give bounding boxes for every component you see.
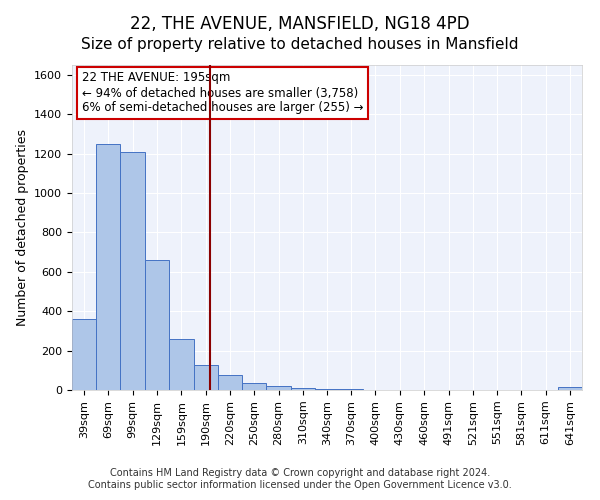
Bar <box>72 319 96 390</box>
Y-axis label: Number of detached properties: Number of detached properties <box>16 129 29 326</box>
Bar <box>266 386 290 390</box>
Bar <box>169 339 194 390</box>
Text: Size of property relative to detached houses in Mansfield: Size of property relative to detached ho… <box>81 38 519 52</box>
Text: 22 THE AVENUE: 195sqm
← 94% of detached houses are smaller (3,758)
6% of semi-de: 22 THE AVENUE: 195sqm ← 94% of detached … <box>82 72 364 114</box>
Bar <box>242 383 266 390</box>
Bar <box>145 260 169 390</box>
Bar <box>96 144 121 390</box>
Text: Contains HM Land Registry data © Crown copyright and database right 2024.
Contai: Contains HM Land Registry data © Crown c… <box>88 468 512 490</box>
Bar <box>558 387 582 390</box>
Bar <box>315 389 339 390</box>
Bar <box>194 366 218 390</box>
Bar <box>218 375 242 390</box>
Bar <box>290 388 315 390</box>
Bar <box>121 152 145 390</box>
Text: 22, THE AVENUE, MANSFIELD, NG18 4PD: 22, THE AVENUE, MANSFIELD, NG18 4PD <box>130 15 470 33</box>
